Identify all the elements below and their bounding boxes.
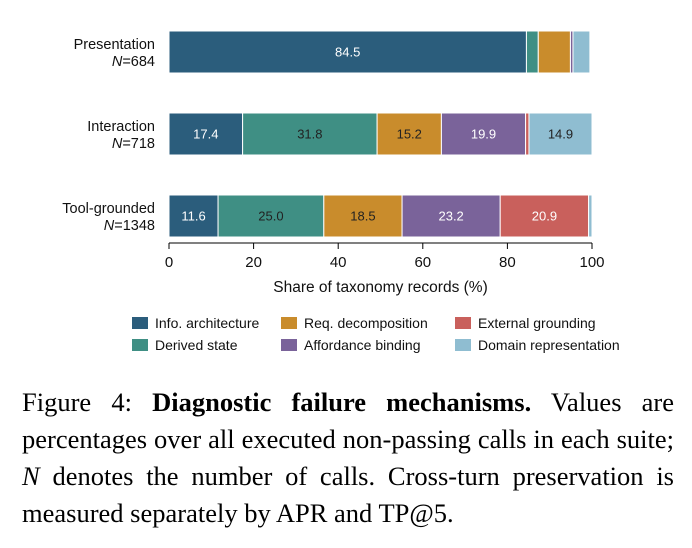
legend-swatch-1: [132, 339, 148, 351]
data-label-1-2: 15.2: [397, 127, 422, 142]
data-label-1-0: 17.4: [193, 127, 218, 142]
x-tick-label-3: 60: [414, 254, 431, 271]
data-label-0-0: 84.5: [335, 45, 360, 60]
legend-swatch-4: [455, 317, 471, 329]
bar-1-5: [528, 112, 593, 156]
x-tick-label-1: 20: [245, 254, 262, 271]
legend-label-4: External grounding: [478, 315, 596, 331]
category-label-2: Tool-grounded: [62, 201, 155, 217]
legend-swatch-0: [132, 317, 148, 329]
legend-label-0: Info. architecture: [155, 315, 259, 331]
data-label-2-3: 23.2: [438, 209, 463, 224]
category-label-0: Presentation: [74, 37, 155, 53]
bar-2-3: [401, 194, 501, 238]
data-label-2-1: 25.0: [258, 209, 283, 224]
legend-label-2: Req. decomposition: [304, 315, 428, 331]
caption-body-1: Values are percentages over all executed…: [22, 387, 674, 454]
x-tick-label-5: 100: [579, 254, 604, 271]
x-tick-label-2: 40: [330, 254, 347, 271]
bar-2-2: [323, 194, 403, 238]
data-label-1-3: 19.9: [471, 127, 496, 142]
x-axis: 0 20 40 60 80 100 Share of taxonomy records (%…: [165, 242, 605, 296]
category-n-1: N=718: [112, 136, 155, 152]
x-tick-label-0: 0: [165, 254, 173, 271]
bars-layer: 84.5 17.4 31.8 15.2 19.9 14.9 11.6 25.0 18.5 23.2…: [168, 30, 593, 238]
caption-title: Diagnostic failure mechanisms.: [152, 387, 532, 417]
bar-1-4: [525, 112, 530, 156]
legend-swatch-3: [281, 339, 297, 351]
bar-1-3: [440, 112, 527, 156]
category-n-0: N=684: [112, 54, 155, 70]
bar-2-0: [168, 194, 219, 238]
bar-0-5: [572, 30, 591, 74]
bar-0-2: [537, 30, 571, 74]
legend-label-1: Derived state: [155, 337, 238, 353]
caption-prefix: Figure 4:: [22, 387, 153, 417]
category-label-1: Interaction: [87, 119, 155, 135]
legend: Info. architecture Derived state Req. deco…: [132, 315, 620, 353]
legend-swatch-2: [281, 317, 297, 329]
caption-body-2: denotes the number of calls. Cross-turn …: [22, 461, 674, 528]
category-n-2: N=1348: [104, 218, 155, 234]
legend-swatch-5: [455, 339, 471, 351]
x-axis-title: Share of taxonomy records (%): [273, 279, 488, 296]
bar-2-1: [217, 194, 325, 238]
caption-variable: N: [22, 461, 40, 491]
legend-label-5: Domain representation: [478, 337, 620, 353]
data-label-2-0: 11.6: [181, 209, 205, 224]
bar-2-5: [588, 194, 593, 238]
data-label-1-5: 14.9: [548, 127, 573, 142]
x-tick-label-4: 80: [499, 254, 516, 271]
figure-caption: Figure 4: Diagnostic failure mechanisms.…: [22, 384, 674, 532]
data-label-2-4: 20.9: [532, 209, 557, 224]
data-label-2-2: 18.5: [350, 209, 375, 224]
bar-2-4: [499, 194, 590, 238]
bar-1-0: [168, 112, 244, 156]
data-label-1-1: 31.8: [297, 127, 322, 142]
bar-0-1: [525, 30, 539, 74]
figure: 84.5 17.4 31.8 15.2 19.9 14.9 11.6 25.0 18.5 23.2…: [62, 30, 620, 353]
bar-0-0: [168, 30, 527, 74]
legend-label-3: Affordance binding: [304, 337, 421, 353]
stacked-bar-chart: 84.5 17.4 31.8 15.2 19.9 14.9 11.6 25.0 18.5 23.2…: [62, 30, 620, 353]
